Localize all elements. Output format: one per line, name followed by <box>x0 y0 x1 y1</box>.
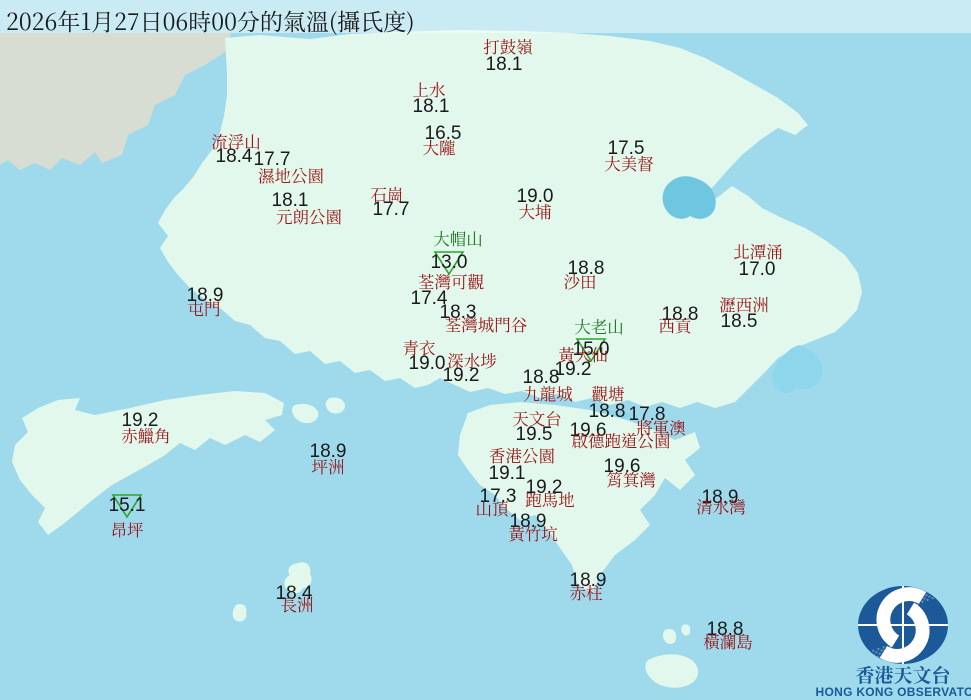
svg-text:大埔: 大埔 <box>519 199 553 223</box>
svg-text:黃竹坑: 黃竹坑 <box>508 521 558 545</box>
svg-text:18.1: 18.1 <box>486 54 523 75</box>
svg-text:18.4: 18.4 <box>216 146 253 167</box>
svg-text:沙田: 沙田 <box>564 269 597 293</box>
svg-text:荃灣城門谷: 荃灣城門谷 <box>445 312 528 336</box>
svg-text:18.5: 18.5 <box>721 311 758 332</box>
svg-text:大隴: 大隴 <box>423 135 456 159</box>
svg-text:西貢: 西貢 <box>659 313 694 337</box>
svg-text:荃灣可觀: 荃灣可觀 <box>418 269 485 293</box>
svg-text:大美督: 大美督 <box>604 151 654 175</box>
svg-text:昂坪: 昂坪 <box>111 517 145 541</box>
svg-text:HONG KONG OBSERVATORY: HONG KONG OBSERVATORY <box>816 685 971 699</box>
svg-text:19.5: 19.5 <box>516 424 553 445</box>
svg-text:大老山: 大老山 <box>574 314 624 338</box>
svg-text:19.0: 19.0 <box>409 353 446 374</box>
svg-text:屯門: 屯門 <box>188 296 221 320</box>
svg-text:大帽山: 大帽山 <box>433 226 483 250</box>
svg-text:九龍城: 九龍城 <box>523 381 573 405</box>
svg-text:18.8: 18.8 <box>589 401 626 422</box>
svg-text:黃大仙: 黃大仙 <box>558 342 608 366</box>
svg-text:山頂: 山頂 <box>476 496 510 520</box>
svg-text:坪洲: 坪洲 <box>312 454 345 478</box>
svg-text:啟德跑道公園: 啟德跑道公園 <box>572 428 671 452</box>
svg-text:元朗公園: 元朗公園 <box>276 204 342 228</box>
svg-text:18.1: 18.1 <box>413 96 450 117</box>
svg-text:橫瀾島: 橫瀾島 <box>703 629 753 653</box>
svg-text:19.1: 19.1 <box>489 463 526 484</box>
svg-text:19.2: 19.2 <box>443 365 480 386</box>
svg-text:長洲: 長洲 <box>281 592 314 616</box>
svg-text:赤柱: 赤柱 <box>570 580 604 604</box>
svg-text:跑馬地: 跑馬地 <box>525 487 575 511</box>
svg-text:17.7: 17.7 <box>373 199 410 220</box>
svg-text:香港天文台: 香港天文台 <box>855 661 951 688</box>
svg-text:濕地公園: 濕地公園 <box>258 163 324 187</box>
svg-text:筲箕灣: 筲箕灣 <box>606 467 656 491</box>
svg-text:17.0: 17.0 <box>739 259 776 280</box>
svg-text:15.1: 15.1 <box>109 495 146 516</box>
svg-text:清水灣: 清水灣 <box>696 494 746 518</box>
svg-text:赤鱲角: 赤鱲角 <box>121 423 171 447</box>
